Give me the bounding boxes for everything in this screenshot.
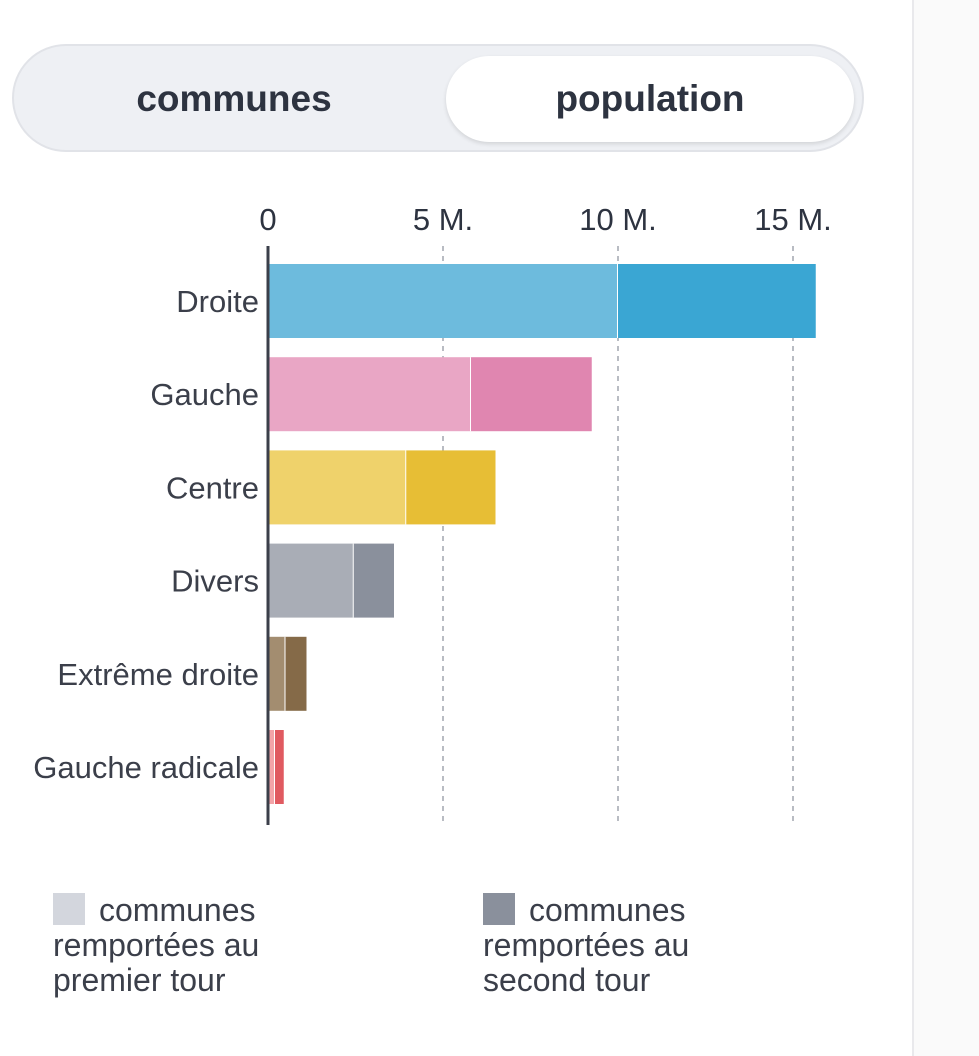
legend-second-round-label: communes remportées au second tour bbox=[483, 892, 690, 998]
bar-extrême-droite-round-1 bbox=[268, 636, 286, 711]
category-label: Centre bbox=[166, 470, 259, 505]
category-label: Droite bbox=[176, 284, 259, 319]
legend-first-round: communes remportées au premier tour bbox=[53, 893, 353, 998]
bar-droite-round-2 bbox=[618, 264, 816, 338]
category-label: Gauche radicale bbox=[33, 750, 259, 785]
bar-gauche-round-2 bbox=[471, 357, 592, 432]
x-tick-label: 5 M. bbox=[413, 202, 473, 237]
category-label: Extrême droite bbox=[57, 657, 259, 692]
legend-swatch-second-round bbox=[483, 893, 515, 925]
bar-centre-round-2 bbox=[406, 450, 496, 525]
bar-centre-round-1 bbox=[268, 450, 407, 525]
bar-gauche-radicale-round-2 bbox=[275, 730, 284, 804]
metric-toggle: communes population bbox=[12, 44, 864, 152]
population-bar-chart: Droite Gauche Centre Divers Extrême droite Ga… bbox=[33, 202, 832, 825]
right-sidebar-edge bbox=[912, 0, 979, 1056]
bar-droite-round-1 bbox=[268, 264, 618, 338]
legend-second-round: communes remportées au second tour bbox=[483, 893, 783, 998]
bar-divers-round-2 bbox=[353, 543, 394, 618]
legend-swatch-first-round bbox=[53, 893, 85, 925]
x-tick-label: 0 bbox=[259, 202, 276, 237]
bar-extrême-droite-round-2 bbox=[285, 636, 307, 711]
bar-gauche-round-1 bbox=[268, 357, 471, 432]
category-label: Divers bbox=[171, 564, 259, 599]
bar-divers-round-1 bbox=[268, 543, 354, 618]
x-tick-label: 15 M. bbox=[754, 202, 832, 237]
toggle-communes-button[interactable]: communes bbox=[136, 78, 332, 119]
bar-gauche-radicale-round-1 bbox=[268, 730, 275, 804]
legend-first-round-label: communes remportées au premier tour bbox=[53, 892, 260, 998]
x-tick-label: 10 M. bbox=[579, 202, 657, 237]
category-label: Gauche bbox=[150, 377, 259, 412]
toggle-population-button[interactable]: population bbox=[446, 56, 854, 142]
